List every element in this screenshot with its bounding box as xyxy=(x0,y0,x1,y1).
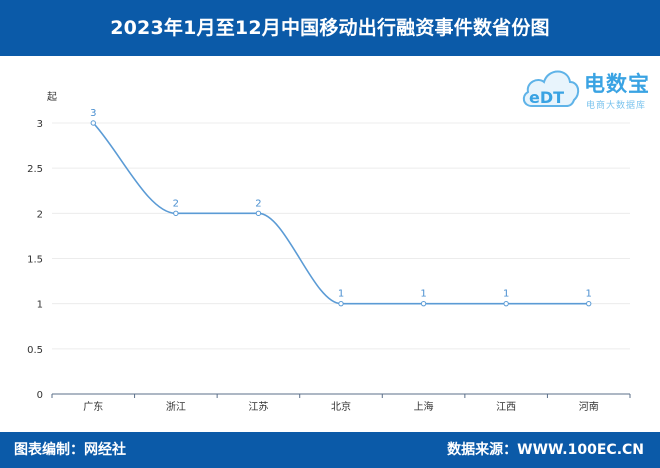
logo-name: 电数宝 xyxy=(584,72,650,96)
chart-title: 2023年1月至12月中国移动出行融资事件数省份图 xyxy=(110,17,550,39)
data-label: 1 xyxy=(503,289,509,300)
y-tick-label: 2.5 xyxy=(27,164,43,175)
logo-mark-text: eDT xyxy=(529,88,564,107)
y-tick-label: 0.5 xyxy=(27,345,43,356)
header-bar: 2023年1月至12月中国移动出行融资事件数省份图 xyxy=(0,0,660,56)
x-tick-label: 北京 xyxy=(331,400,351,413)
x-tick-label: 浙江 xyxy=(166,401,186,413)
line-chart: 0 0.5 1 1.5 2 2.5 3 起广东 浙江 江苏 北京 上海 江西 河南 3 2 2 1 1 1 1 xyxy=(27,91,631,413)
data-point xyxy=(586,300,592,307)
data-label: 3 xyxy=(90,108,96,119)
x-tick-label: 上海 xyxy=(414,400,434,413)
x-tick-label: 河南 xyxy=(579,400,599,413)
x-tick-label: 江苏 xyxy=(248,400,268,413)
y-tick-label: 2 xyxy=(37,209,43,220)
y-tick-label: 3 xyxy=(37,119,43,130)
data-point xyxy=(173,210,179,217)
data-point xyxy=(420,300,427,307)
y-axis-label: 起 xyxy=(47,91,57,103)
y-tick-label: 0 xyxy=(37,390,43,401)
x-tick-label: 广东 xyxy=(83,400,103,413)
data-label: 1 xyxy=(586,289,592,300)
data-point xyxy=(255,210,262,217)
data-label: 2 xyxy=(173,198,179,209)
cloud-logo-icon: eDT xyxy=(522,70,580,107)
x-tick-label: 江西 xyxy=(496,401,516,413)
footer-credit: 图表编制：网经社 xyxy=(14,442,126,458)
data-point xyxy=(503,300,509,307)
logo-subtitle: 电商大数据库 xyxy=(586,101,647,111)
data-point xyxy=(90,120,96,126)
y-tick-label: 1.5 xyxy=(27,255,43,266)
y-tick-label: 1 xyxy=(37,300,43,311)
data-label: 1 xyxy=(338,289,344,300)
logo: eDT 电数宝 电商大数据库 xyxy=(520,60,650,120)
footer-bar: 图表编制：网经社 数据来源：WWW.100EC.CN xyxy=(0,432,660,468)
data-label: 2 xyxy=(255,198,261,209)
data-point xyxy=(338,300,344,307)
data-label: 1 xyxy=(420,289,426,300)
footer-source: 数据来源：WWW.100EC.CN xyxy=(447,442,644,458)
